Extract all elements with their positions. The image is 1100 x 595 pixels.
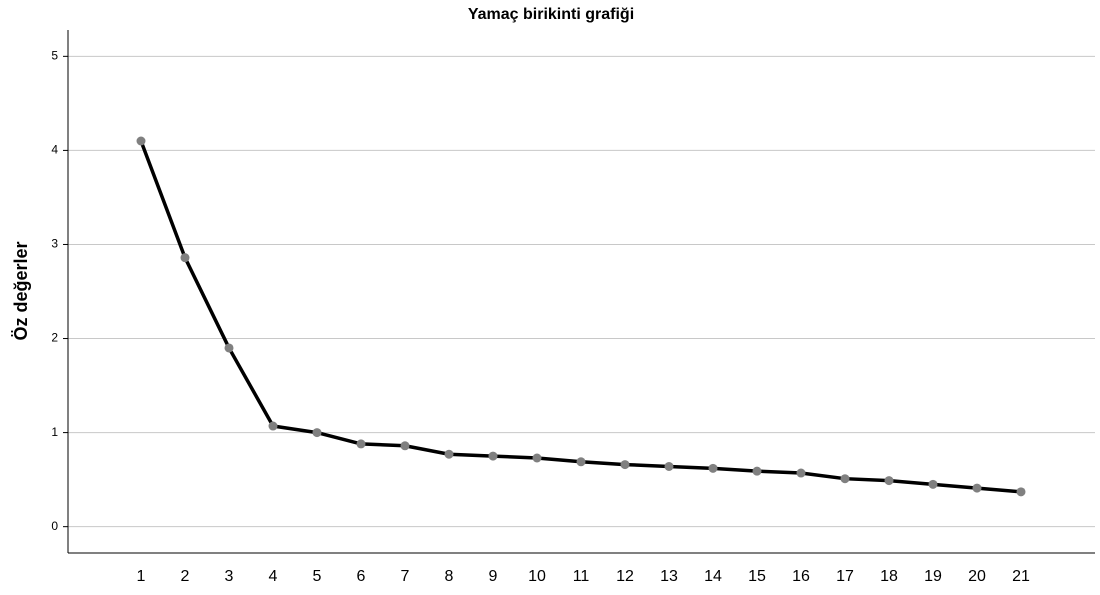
data-point <box>752 466 762 476</box>
x-tick-label: 12 <box>616 568 634 585</box>
data-point <box>444 449 454 459</box>
x-tick-label: 20 <box>968 568 986 585</box>
x-tick-label: 16 <box>792 568 810 585</box>
data-point <box>1016 487 1026 497</box>
x-tick-label: 2 <box>181 568 190 585</box>
data-point <box>312 428 322 438</box>
x-tick-label: 3 <box>225 568 234 585</box>
x-tick-label: 15 <box>748 568 766 585</box>
x-tick-label: 14 <box>704 568 722 585</box>
data-point <box>488 451 498 461</box>
data-point <box>840 474 850 484</box>
x-tick-label: 5 <box>313 568 322 585</box>
data-point <box>136 136 146 146</box>
data-point <box>400 441 410 451</box>
x-tick-label: 11 <box>573 568 590 585</box>
y-tick-label: 3 <box>51 237 58 251</box>
x-tick-label: 4 <box>269 568 278 585</box>
data-point <box>532 453 542 463</box>
data-point <box>664 461 674 471</box>
data-point <box>796 468 806 478</box>
x-tick-label: 1 <box>137 568 146 585</box>
x-tick-label: 17 <box>836 568 854 585</box>
data-point <box>928 479 938 489</box>
x-tick-label: 18 <box>880 568 898 585</box>
chart-title: Yamaç birikinti grafiği <box>468 6 634 23</box>
x-tick-label: 13 <box>660 568 678 585</box>
y-tick-label: 1 <box>51 425 58 439</box>
data-point <box>620 460 630 470</box>
x-tick-label: 8 <box>445 568 454 585</box>
x-tick-label: 19 <box>924 568 942 585</box>
y-tick-label: 4 <box>51 143 58 157</box>
data-point <box>576 457 586 467</box>
y-axis-label: Öz değerler <box>11 241 31 340</box>
y-tick-label: 0 <box>51 519 58 533</box>
x-tick-label: 21 <box>1012 568 1030 585</box>
x-tick-label: 7 <box>401 568 410 585</box>
data-point <box>884 476 894 486</box>
data-point <box>180 253 190 263</box>
data-point <box>356 439 366 449</box>
data-point <box>224 343 234 353</box>
x-tick-label: 10 <box>528 568 546 585</box>
data-point <box>708 463 718 473</box>
x-tick-label: 9 <box>489 568 498 585</box>
y-tick-label: 5 <box>51 49 58 63</box>
data-point <box>268 421 278 431</box>
data-point <box>972 483 982 493</box>
x-tick-label: 6 <box>357 568 366 585</box>
y-tick-label: 2 <box>51 331 58 345</box>
